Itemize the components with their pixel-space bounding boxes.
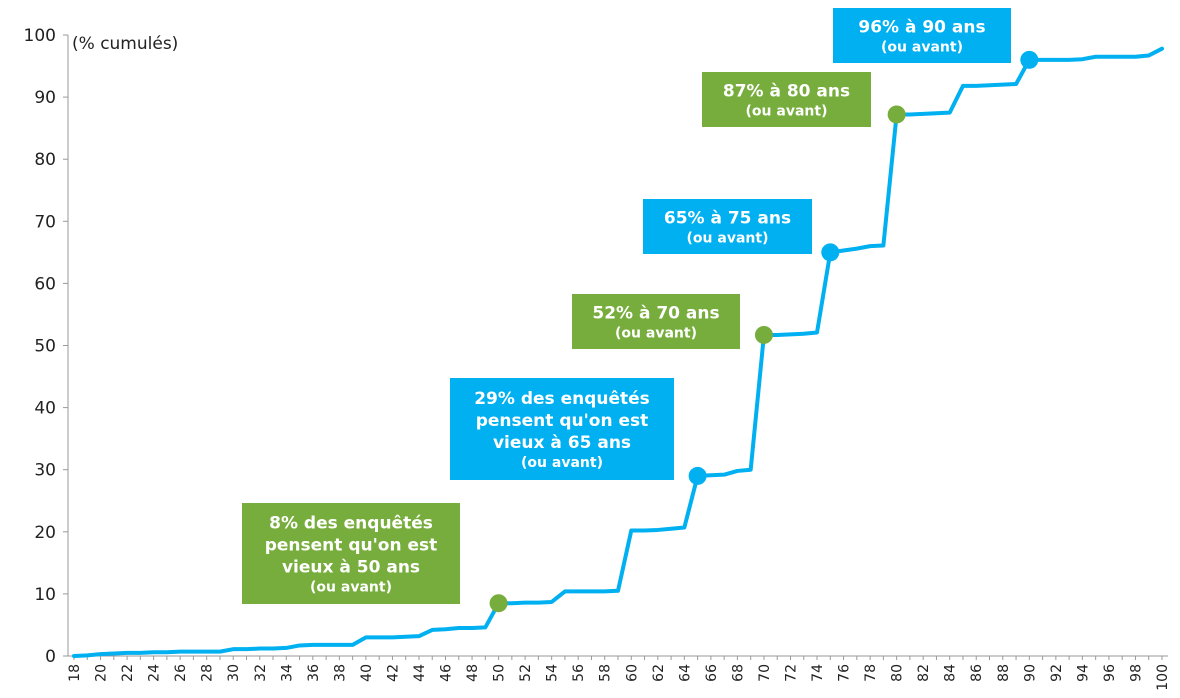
annotation-box xyxy=(643,199,812,254)
x-tick-label: 54 xyxy=(545,664,561,682)
x-tick-label: 34 xyxy=(279,664,295,682)
x-tick-label: 82 xyxy=(916,664,932,682)
x-ticks: 18 20 22 24 26 28 30 32 34 36 38 40 42 44 46 48 50 52 54 56… xyxy=(67,656,1171,691)
x-tick-label: 48 xyxy=(465,664,481,682)
x-tick-label: 80 xyxy=(890,664,906,682)
annotation-box xyxy=(702,72,871,127)
x-tick-label: 72 xyxy=(783,664,799,682)
y-tick-label: 70 xyxy=(34,212,56,232)
x-tick-label: 30 xyxy=(226,664,242,682)
x-tick-label: 40 xyxy=(359,664,375,682)
axes: 0 10 20 30 40 50 60 70 80 90 100 18 20 22 24 26 28 30 32 3… xyxy=(24,26,1171,691)
y-tick-label: 60 xyxy=(34,274,56,294)
x-tick-label: 60 xyxy=(624,664,640,682)
annotation-text: 65% à 75 ans xyxy=(664,209,791,229)
annotation-text: vieux à 50 ans xyxy=(282,558,420,578)
annotation-text: 29% des enquêtés xyxy=(474,389,650,409)
x-tick-label: 74 xyxy=(810,664,826,682)
annotation-70: 52% à 70 ans (ou avant) xyxy=(572,294,773,349)
x-tick-label: 94 xyxy=(1075,664,1091,682)
x-tick-label: 84 xyxy=(943,664,959,682)
y-tick-label: 90 xyxy=(34,88,56,108)
data-point-marker xyxy=(688,466,707,485)
x-tick-label: 46 xyxy=(439,664,455,682)
annotation-subtext: (ou avant) xyxy=(521,455,603,471)
y-tick-label: 100 xyxy=(24,26,56,46)
x-tick-label: 38 xyxy=(332,664,348,682)
annotation-subtext: (ou avant) xyxy=(881,40,963,56)
annotation-90: 96% à 90 ans (ou avant) xyxy=(833,8,1039,69)
x-tick-label: 92 xyxy=(1049,664,1065,682)
y-tick-label: 10 xyxy=(34,585,56,605)
x-tick-label: 68 xyxy=(730,664,746,682)
x-tick-label: 62 xyxy=(651,664,667,682)
annotation-text: vieux à 65 ans xyxy=(493,433,631,453)
data-point-marker xyxy=(887,105,906,124)
x-tick-label: 42 xyxy=(385,664,401,682)
x-tick-label: 90 xyxy=(1022,664,1038,682)
annotation-subtext: (ou avant) xyxy=(615,326,697,342)
y-tick-label: 40 xyxy=(34,399,56,419)
x-tick-label: 36 xyxy=(306,664,322,682)
annotation-80: 87% à 80 ans (ou avant) xyxy=(702,72,906,127)
x-tick-label: 86 xyxy=(969,664,985,682)
y-axis-label: (% cumulés) xyxy=(72,34,178,54)
x-tick-label: 28 xyxy=(200,664,216,682)
x-tick-label: 96 xyxy=(1102,664,1118,682)
annotation-text: pensent qu'on est xyxy=(476,411,649,431)
data-point-marker xyxy=(754,325,773,344)
x-tick-label: 24 xyxy=(147,664,163,682)
y-tick-label: 50 xyxy=(34,337,56,357)
x-tick-label: 78 xyxy=(863,664,879,682)
x-tick-label: 70 xyxy=(757,664,773,682)
annotation-text: 8% des enquêtés xyxy=(269,514,433,534)
annotation-text: pensent qu'on est xyxy=(265,536,438,556)
y-tick-label: 80 xyxy=(34,150,56,170)
y-tick-label: 0 xyxy=(45,647,56,667)
data-point-marker xyxy=(821,243,840,262)
series-layer xyxy=(72,46,1164,658)
data-point-marker xyxy=(489,594,508,613)
y-tick-label: 20 xyxy=(34,523,56,543)
annotation-subtext: (ou avant) xyxy=(310,580,392,596)
annotation-75: 65% à 75 ans (ou avant) xyxy=(643,199,840,262)
annotation-text: 96% à 90 ans xyxy=(858,18,985,38)
x-tick-label: 66 xyxy=(704,664,720,682)
annotation-box xyxy=(242,503,460,604)
x-tick-label: 98 xyxy=(1128,664,1144,682)
x-tick-label: 56 xyxy=(571,664,587,682)
annotation-subtext: (ou avant) xyxy=(687,231,769,247)
x-tick-label: 26 xyxy=(173,664,189,682)
x-tick-label: 18 xyxy=(67,664,83,682)
x-tick-label: 44 xyxy=(412,664,428,682)
x-tick-label: 76 xyxy=(837,664,853,682)
x-tick-label: 100 xyxy=(1155,664,1171,691)
annotation-box xyxy=(572,294,740,349)
data-point-marker xyxy=(1020,50,1039,69)
annotation-text: 52% à 70 ans xyxy=(592,304,719,324)
x-tick-label: 88 xyxy=(996,664,1012,682)
x-tick-label: 52 xyxy=(518,664,534,682)
annotation-text: 87% à 80 ans xyxy=(723,82,850,102)
y-ticks: 0 10 20 30 40 50 60 70 80 90 100 xyxy=(24,26,68,667)
x-tick-label: 58 xyxy=(598,664,614,682)
annotation-box xyxy=(833,8,1011,63)
series-line xyxy=(72,46,1164,658)
x-tick-label: 50 xyxy=(492,664,508,682)
annotation-box xyxy=(450,378,674,480)
x-tick-label: 20 xyxy=(94,664,110,682)
annotation-subtext: (ou avant) xyxy=(746,104,828,120)
y-tick-label: 30 xyxy=(34,461,56,481)
x-tick-label: 64 xyxy=(677,664,693,682)
x-tick-label: 32 xyxy=(253,664,269,682)
x-tick-label: 22 xyxy=(120,664,136,682)
